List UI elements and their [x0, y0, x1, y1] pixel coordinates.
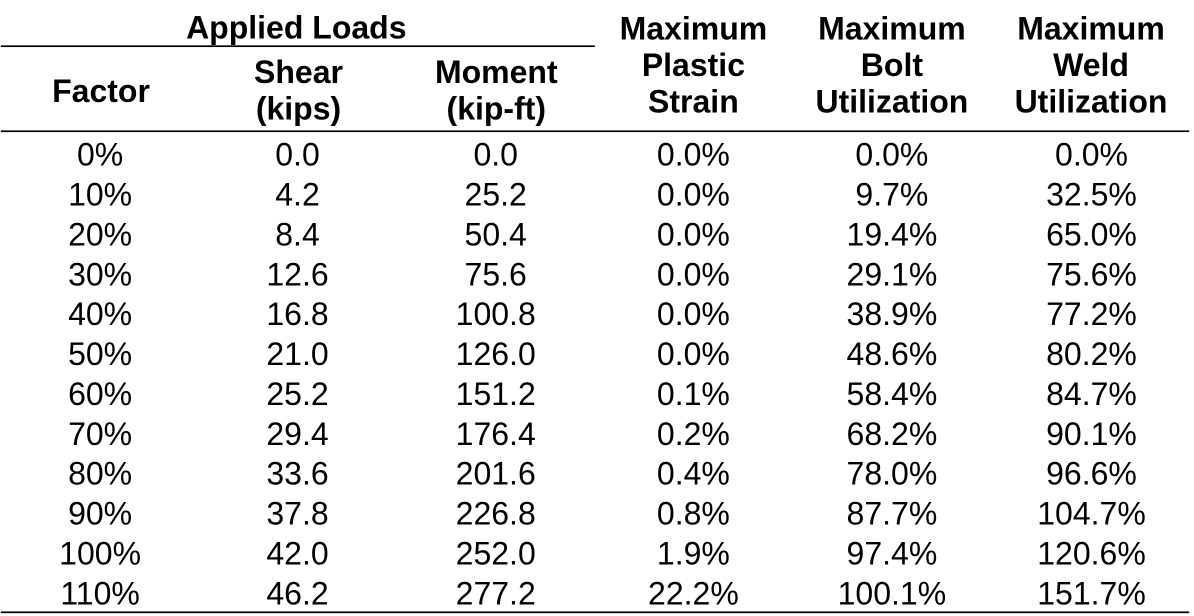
svg-text:0%: 0%	[77, 137, 123, 173]
svg-text:68.2%: 68.2%	[847, 416, 938, 452]
svg-text:Shear: Shear	[254, 54, 343, 90]
svg-text:0.0%: 0.0%	[1055, 137, 1128, 173]
svg-text:0.0%: 0.0%	[657, 256, 730, 292]
svg-text:25.2: 25.2	[266, 376, 328, 412]
svg-text:0.0%: 0.0%	[657, 336, 730, 372]
svg-text:0.0%: 0.0%	[657, 137, 730, 173]
svg-text:226.8: 226.8	[456, 496, 536, 532]
svg-text:80.2%: 80.2%	[1046, 336, 1137, 372]
svg-text:30%: 30%	[68, 256, 132, 292]
svg-text:100%: 100%	[59, 535, 141, 571]
svg-text:120.6%: 120.6%	[1037, 535, 1146, 571]
svg-text:Weld: Weld	[1053, 47, 1129, 83]
svg-text:32.5%: 32.5%	[1046, 177, 1137, 213]
svg-text:37.8: 37.8	[266, 496, 328, 532]
svg-text:60%: 60%	[68, 376, 132, 412]
svg-text:(kips): (kips)	[256, 91, 341, 127]
svg-text:10%: 10%	[68, 177, 132, 213]
svg-text:87.7%: 87.7%	[847, 496, 938, 532]
svg-text:20%: 20%	[68, 216, 132, 252]
svg-text:22.2%: 22.2%	[648, 575, 739, 611]
svg-text:Maximum: Maximum	[1017, 11, 1165, 47]
svg-text:50%: 50%	[68, 336, 132, 372]
svg-text:151.2: 151.2	[456, 376, 536, 412]
svg-text:29.4: 29.4	[266, 416, 328, 452]
svg-text:Applied Loads: Applied Loads	[186, 9, 406, 45]
svg-text:21.0: 21.0	[266, 336, 328, 372]
svg-text:0.0%: 0.0%	[657, 177, 730, 213]
svg-text:Moment: Moment	[435, 54, 558, 90]
svg-text:0.0%: 0.0%	[657, 216, 730, 252]
svg-text:Factor: Factor	[52, 73, 150, 109]
svg-text:25.2: 25.2	[465, 177, 527, 213]
svg-text:33.6: 33.6	[266, 456, 328, 492]
svg-text:29.1%: 29.1%	[847, 256, 938, 292]
svg-text:46.2: 46.2	[266, 575, 328, 611]
svg-text:75.6%: 75.6%	[1046, 256, 1137, 292]
svg-text:0.8%: 0.8%	[657, 496, 730, 532]
svg-text:4.2: 4.2	[275, 177, 319, 213]
svg-text:8.4: 8.4	[275, 216, 319, 252]
svg-text:252.0: 252.0	[456, 535, 536, 571]
svg-text:77.2%: 77.2%	[1046, 296, 1137, 332]
svg-text:42.0: 42.0	[266, 535, 328, 571]
svg-text:201.6: 201.6	[456, 456, 536, 492]
svg-text:84.7%: 84.7%	[1046, 376, 1137, 412]
svg-text:9.7%: 9.7%	[855, 177, 928, 213]
svg-text:151.7%: 151.7%	[1037, 575, 1146, 611]
svg-text:Maximum: Maximum	[620, 11, 768, 47]
svg-text:65.0%: 65.0%	[1046, 216, 1137, 252]
svg-text:Maximum: Maximum	[818, 11, 966, 47]
svg-text:100.8: 100.8	[456, 296, 536, 332]
svg-text:Strain: Strain	[648, 83, 739, 119]
svg-text:58.4%: 58.4%	[847, 376, 938, 412]
svg-text:0.0%: 0.0%	[657, 296, 730, 332]
svg-text:Utilization: Utilization	[815, 83, 968, 119]
svg-text:48.6%: 48.6%	[847, 336, 938, 372]
svg-text:70%: 70%	[68, 416, 132, 452]
svg-text:16.8: 16.8	[266, 296, 328, 332]
svg-text:Bolt: Bolt	[861, 47, 924, 83]
svg-text:19.4%: 19.4%	[847, 216, 938, 252]
svg-text:75.6: 75.6	[465, 256, 527, 292]
svg-text:90.1%: 90.1%	[1046, 416, 1137, 452]
svg-text:126.0: 126.0	[456, 336, 536, 372]
svg-text:96.6%: 96.6%	[1046, 456, 1137, 492]
svg-text:40%: 40%	[68, 296, 132, 332]
svg-text:0.2%: 0.2%	[657, 416, 730, 452]
svg-text:Utilization: Utilization	[1015, 83, 1168, 119]
svg-text:38.9%: 38.9%	[847, 296, 938, 332]
svg-text:0.0%: 0.0%	[855, 137, 928, 173]
svg-text:Plastic: Plastic	[642, 47, 745, 83]
svg-text:277.2: 277.2	[456, 575, 536, 611]
svg-text:97.4%: 97.4%	[847, 535, 938, 571]
svg-text:78.0%: 78.0%	[847, 456, 938, 492]
svg-text:0.1%: 0.1%	[657, 376, 730, 412]
svg-text:90%: 90%	[68, 496, 132, 532]
svg-text:100.1%: 100.1%	[838, 575, 947, 611]
svg-text:0.0: 0.0	[275, 137, 319, 173]
svg-text:176.4: 176.4	[456, 416, 536, 452]
svg-text:(kip-ft): (kip-ft)	[447, 91, 547, 127]
svg-text:80%: 80%	[68, 456, 132, 492]
svg-text:1.9%: 1.9%	[657, 535, 730, 571]
svg-text:0.0: 0.0	[473, 137, 517, 173]
svg-text:110%: 110%	[60, 575, 139, 611]
svg-text:12.6: 12.6	[266, 256, 328, 292]
svg-text:104.7%: 104.7%	[1037, 496, 1146, 532]
svg-text:0.4%: 0.4%	[657, 456, 730, 492]
svg-text:50.4: 50.4	[465, 216, 527, 252]
